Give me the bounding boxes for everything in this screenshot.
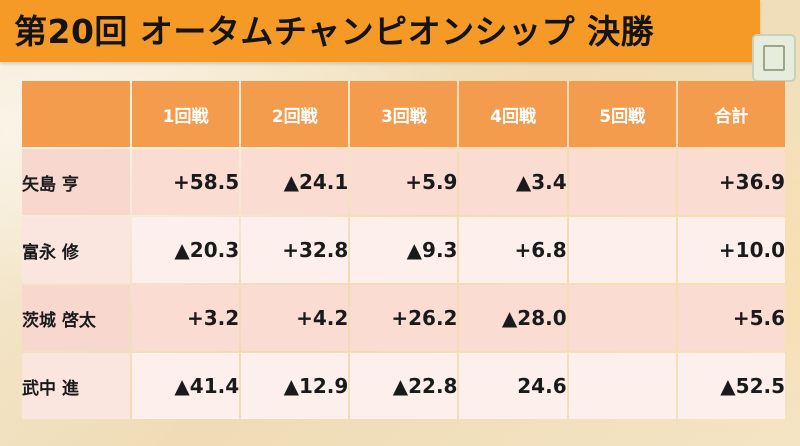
score-cell: ▲20.3 <box>132 217 240 283</box>
header-round-1: 1回戦 <box>132 81 240 147</box>
header-total: 合計 <box>677 81 785 147</box>
table-row: 富永 修 ▲20.3 +32.8 ▲9.3 +6.8 +10.0 <box>22 217 785 283</box>
score-cell: ▲28.0 <box>459 285 567 351</box>
score-cell: ▲12.9 <box>241 353 349 419</box>
score-cell: +58.5 <box>132 149 240 215</box>
score-cell <box>568 353 676 419</box>
score-cell: +4.2 <box>241 285 349 351</box>
score-cell: ▲22.8 <box>350 353 458 419</box>
table-row: 矢島 亨 +58.5 ▲24.1 +5.9 ▲3.4 +36.9 <box>22 149 785 215</box>
score-cell: +5.9 <box>350 149 458 215</box>
score-cell: +32.8 <box>241 217 349 283</box>
score-cell: ▲41.4 <box>132 353 240 419</box>
table-row: 茨城 啓太 +3.2 +4.2 +26.2 ▲28.0 +5.6 <box>22 285 785 351</box>
score-cell: +3.2 <box>132 285 240 351</box>
player-name: 富永 修 <box>22 217 130 283</box>
header-round-3: 3回戦 <box>350 81 458 147</box>
header-row: 1回戦 2回戦 3回戦 4回戦 5回戦 合計 <box>22 81 785 147</box>
page-title: 第20回 オータムチャンピオンシップ 決勝 <box>14 12 655 51</box>
total-cell: +36.9 <box>677 149 785 215</box>
logo-badge-icon <box>752 34 796 82</box>
header-corner <box>22 81 130 147</box>
score-table: 1回戦 2回戦 3回戦 4回戦 5回戦 合計 矢島 亨 +58.5 ▲24.1 … <box>20 79 787 421</box>
player-name: 矢島 亨 <box>22 149 130 215</box>
score-cell <box>568 217 676 283</box>
table-row: 武中 進 ▲41.4 ▲12.9 ▲22.8 24.6 ▲52.5 <box>22 353 785 419</box>
header-round-5: 5回戦 <box>568 81 676 147</box>
score-cell: 24.6 <box>459 353 567 419</box>
total-cell: ▲52.5 <box>677 353 785 419</box>
score-cell <box>568 149 676 215</box>
score-cell: ▲3.4 <box>459 149 567 215</box>
score-cell: +6.8 <box>459 217 567 283</box>
player-name: 茨城 啓太 <box>22 285 130 351</box>
score-cell <box>568 285 676 351</box>
score-cell: ▲24.1 <box>241 149 349 215</box>
player-name: 武中 進 <box>22 353 130 419</box>
header-round-4: 4回戦 <box>459 81 567 147</box>
score-cell: +26.2 <box>350 285 458 351</box>
header-round-2: 2回戦 <box>241 81 349 147</box>
total-cell: +10.0 <box>677 217 785 283</box>
score-cell: ▲9.3 <box>350 217 458 283</box>
title-bar: 第20回 オータムチャンピオンシップ 決勝 <box>0 0 760 62</box>
total-cell: +5.6 <box>677 285 785 351</box>
